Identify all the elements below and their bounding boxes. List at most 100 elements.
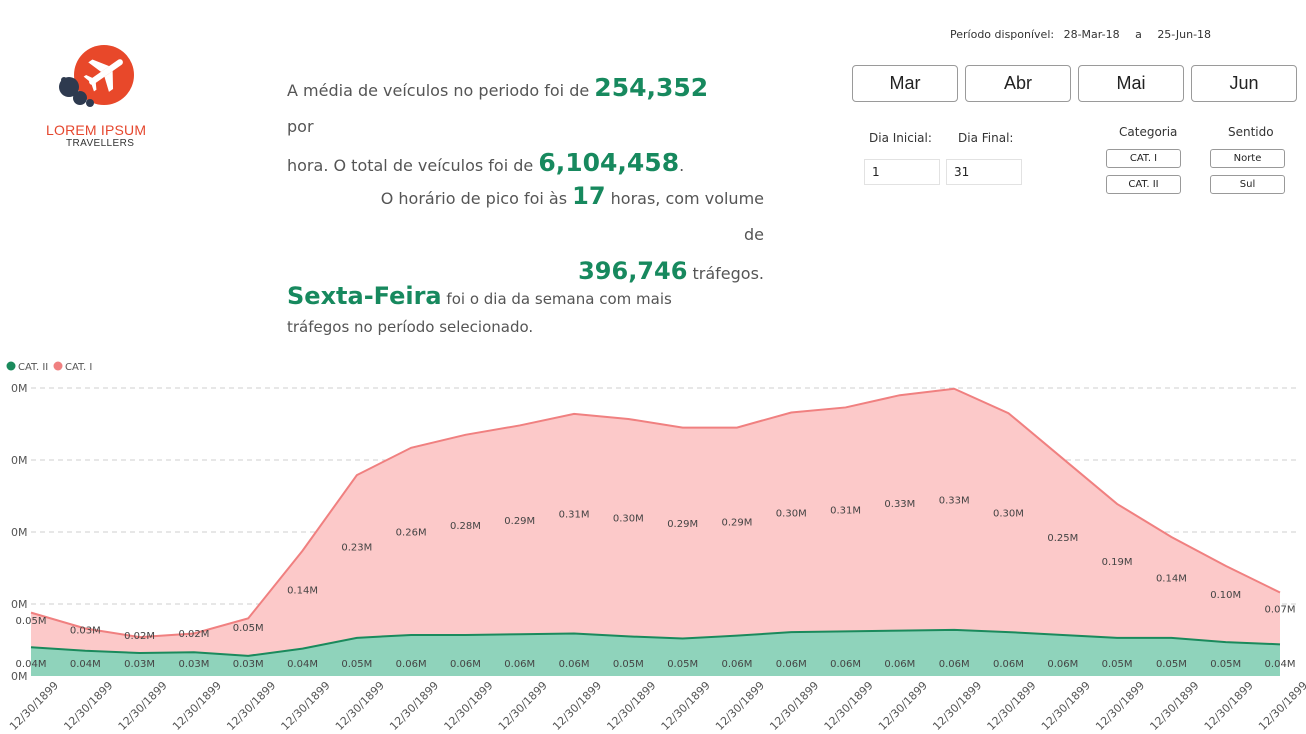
- cat2-data-label: 0.03M: [178, 659, 209, 670]
- kpi-weekday-text-2: tráfegos no período selecionado.: [287, 318, 534, 336]
- cat2-data-label: 0.06M: [830, 659, 861, 670]
- cat2-data-label: 0.05M: [1102, 659, 1133, 670]
- cat2-data-label: 0.03M: [124, 659, 155, 670]
- cat2-data-label: 0.05M: [1210, 659, 1241, 670]
- x-tick-label: 12/30/1899: [170, 679, 224, 733]
- cat1-area: [31, 388, 1280, 676]
- x-tick-label: 12/30/1899: [496, 679, 550, 733]
- kpi-peak-text: O horário de pico foi às 17 horas, com v…: [370, 178, 764, 292]
- logo-line-1: LOREM IPSUM: [46, 122, 147, 138]
- x-tick-label: 12/30/1899: [1093, 679, 1147, 733]
- month-button-abr[interactable]: Abr: [965, 65, 1071, 102]
- period-end: 25-Jun-18: [1157, 28, 1212, 41]
- category-cat-i-button[interactable]: CAT. I: [1106, 149, 1181, 168]
- period-separator: a: [1135, 28, 1142, 41]
- kpi-total-prefix: hora. O total de veículos foi de: [287, 156, 534, 175]
- cat2-data-label: 0.04M: [287, 659, 318, 670]
- cat1-data-label: 0.33M: [884, 499, 915, 510]
- legend-cat1-swatch: [53, 361, 63, 371]
- x-tick-label: 12/30/1899: [930, 679, 984, 733]
- kpi-peak-prefix: O horário de pico foi às: [380, 189, 568, 208]
- y-tick-label: 0M: [11, 670, 28, 683]
- month-button-mai[interactable]: Mai: [1078, 65, 1184, 102]
- cat2-data-label: 0.06M: [396, 659, 427, 670]
- category-label: Categoria: [1119, 125, 1178, 139]
- airplane-logo-icon: [59, 45, 134, 107]
- day-end-label: Dia Final:: [958, 131, 1014, 145]
- cat1-data-label: 0.29M: [667, 519, 698, 530]
- day-end-input[interactable]: 31: [946, 159, 1022, 185]
- y-tick-label: 0M: [11, 382, 28, 395]
- kpi-peak-volume: 396,746: [578, 257, 688, 285]
- cat1-data-label: 0.07M: [1265, 604, 1296, 615]
- y-tick-label: 0M: [11, 598, 28, 611]
- kpi-average-value: 254,352: [594, 73, 709, 102]
- cat1-data-label: 0.10M: [1210, 590, 1241, 601]
- legend-cat2-label: CAT. II: [18, 362, 48, 373]
- cat2-data-label: 0.04M: [1265, 659, 1296, 670]
- traffic-area-chart: 0M 0M 0M 0M 0M 0.05M 0.03M 0.02M 0.02M 0.05M 0.14M…: [6, 361, 1306, 733]
- x-tick-label: 12/30/1899: [985, 679, 1039, 733]
- kpi-total-suffix: .: [679, 156, 685, 175]
- cat2-data-label: 0.06M: [939, 659, 970, 670]
- cat2-data-label: 0.05M: [341, 659, 372, 670]
- category-cat-ii-button[interactable]: CAT. II: [1106, 175, 1181, 194]
- x-tick-label: 12/30/1899: [1039, 679, 1093, 733]
- cat2-data-label: 0.06M: [884, 659, 915, 670]
- x-tick-label: 12/30/1899: [7, 679, 61, 733]
- cat1-data-label: 0.26M: [396, 527, 427, 538]
- cat2-data-label: 0.05M: [667, 659, 698, 670]
- cat1-data-label: 0.30M: [993, 509, 1024, 520]
- x-tick-label: 12/30/1899: [61, 679, 115, 733]
- kpi-weekday-text-1: foi o dia da semana com mais: [446, 290, 672, 308]
- direction-sul-button[interactable]: Sul: [1210, 175, 1285, 194]
- kpi-average-prefix: A média de veículos no periodo foi de: [287, 81, 590, 100]
- kpi-average-suffix: por: [287, 117, 314, 136]
- x-tick-label: 12/30/1899: [1147, 679, 1201, 733]
- y-tick-label: 0M: [11, 526, 28, 539]
- period-label: Período disponível:: [950, 28, 1055, 41]
- cat2-data-label: 0.03M: [233, 659, 264, 670]
- x-tick-label: 12/30/1899: [279, 679, 333, 733]
- kpi-weekday-text: Sexta-Feira foi o dia da semana com mais…: [287, 282, 687, 341]
- legend-cat1-label: CAT. I: [65, 362, 92, 373]
- cat1-line: [30, 387, 1281, 639]
- cat1-data-label: 0.28M: [450, 521, 481, 532]
- cat2-data-label: 0.06M: [450, 659, 481, 670]
- period-start: 28-Mar-18: [1063, 28, 1120, 41]
- month-button-mar[interactable]: Mar: [852, 65, 958, 102]
- kpi-total-value: 6,104,458: [538, 148, 680, 177]
- cat2-data-label: 0.05M: [613, 659, 644, 670]
- cat1-data-label: 0.29M: [504, 516, 535, 527]
- kpi-peak-middle: horas, com volume de: [610, 189, 764, 244]
- kpi-peak-hour: 17: [572, 182, 606, 210]
- cat1-data-label: 0.25M: [1047, 533, 1078, 544]
- cat1-data-label: 0.19M: [1102, 557, 1133, 568]
- cat2-data-label: 0.06M: [504, 659, 535, 670]
- available-period: Período disponível: 28-Mar-18 a 25-Jun-1…: [950, 28, 1217, 41]
- cat2-data-label: 0.05M: [1156, 659, 1187, 670]
- cat1-data-label: 0.33M: [939, 495, 970, 506]
- cat1-data-label: 0.31M: [830, 505, 861, 516]
- cat1-data-label: 0.30M: [776, 508, 807, 519]
- cat1-data-label: 0.03M: [70, 626, 101, 637]
- month-button-jun[interactable]: Jun: [1191, 65, 1297, 102]
- cat2-data-label: 0.06M: [993, 659, 1024, 670]
- cat1-data-label: 0.29M: [722, 518, 753, 529]
- x-tick-label: 12/30/1899: [387, 679, 441, 733]
- x-tick-label: 12/30/1899: [1256, 679, 1306, 733]
- cat2-data-label: 0.06M: [722, 659, 753, 670]
- cat2-data-label: 0.04M: [16, 659, 47, 670]
- cat2-data-label: 0.06M: [1047, 659, 1078, 670]
- direction-norte-button[interactable]: Norte: [1210, 149, 1285, 168]
- x-tick-label: 12/30/1899: [659, 679, 713, 733]
- day-start-input[interactable]: 1: [864, 159, 940, 185]
- x-tick-label: 12/30/1899: [876, 679, 930, 733]
- cat2-data-label: 0.04M: [70, 659, 101, 670]
- cat1-data-label: 0.14M: [1156, 573, 1187, 584]
- x-tick-label: 12/30/1899: [333, 679, 387, 733]
- x-tick-label: 12/30/1899: [604, 679, 658, 733]
- cat1-data-label: 0.05M: [16, 616, 47, 627]
- x-tick-label: 12/30/1899: [822, 679, 876, 733]
- legend-cat2-swatch: [6, 361, 16, 371]
